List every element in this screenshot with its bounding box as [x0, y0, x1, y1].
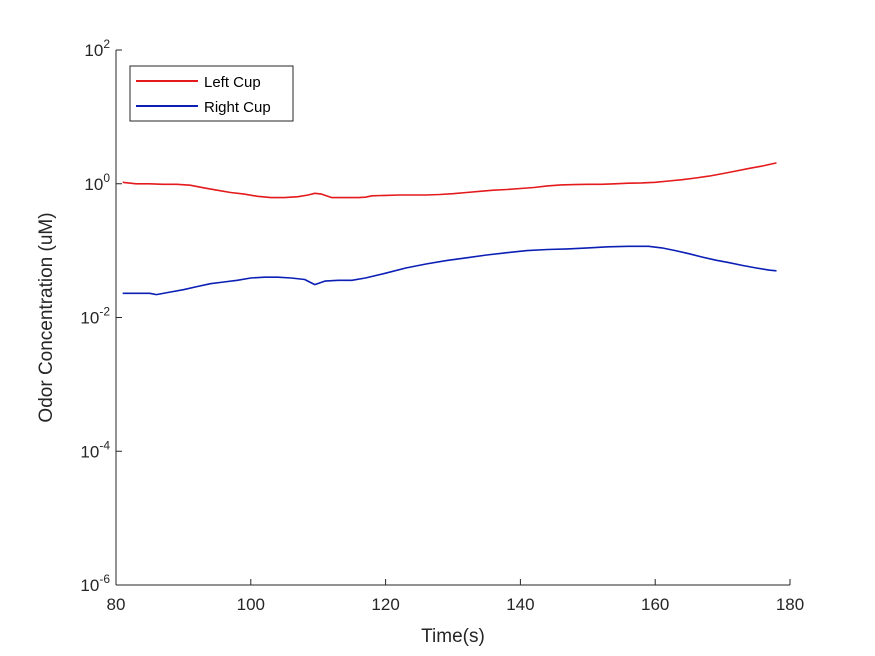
x-tick-label: 100: [237, 595, 265, 614]
series-layer: [122, 162, 777, 296]
plot-background: [116, 50, 790, 585]
x-tick-label: 140: [506, 595, 534, 614]
legend-box: [129, 65, 294, 122]
y-tick-label: 100: [84, 171, 110, 194]
x-tick-label: 180: [776, 595, 804, 614]
x-tick-label: 160: [641, 595, 669, 614]
y-tick-label: 10-4: [80, 438, 110, 461]
series-line-left-cup: [122, 162, 777, 199]
x-axis-label: Time(s): [421, 626, 485, 647]
x-tick-label: 80: [107, 595, 126, 614]
y-tick-label: 10-2: [80, 305, 110, 328]
y-tick-label: 10-6: [80, 572, 110, 595]
y-axis-label: Odor Concentration (uM): [36, 212, 57, 422]
legend-label-left-cup: Left Cup: [204, 74, 261, 91]
x-tick-label: 120: [371, 595, 399, 614]
axes-layer: 80 100 120 140 160 180 10-6 10-4 10-2 100 102: [80, 37, 804, 614]
y-tick-label: 102: [84, 37, 110, 60]
legend-label-right-cup: Right Cup: [204, 99, 271, 116]
series-line-right-cup: [122, 245, 777, 296]
plot-area: [116, 50, 790, 585]
legend: Left Cup Right Cup: [129, 65, 294, 122]
